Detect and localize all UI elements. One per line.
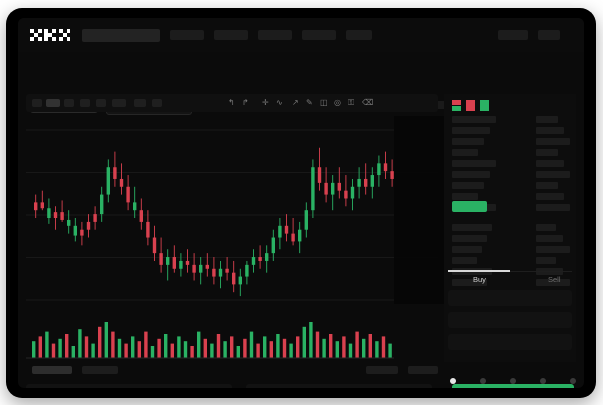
order-book-bid-row[interactable]: [452, 246, 482, 253]
timeframe-5[interactable]: [96, 99, 106, 107]
buy-tab-underline: [448, 270, 510, 272]
order-book-mid-price: [452, 201, 487, 212]
order-book-ask-amount: [536, 127, 564, 134]
lock-icon[interactable]: ⚿: [348, 98, 355, 107]
bottom-tab-3[interactable]: [366, 366, 398, 374]
pagination-dots: [450, 378, 576, 388]
order-book-bid-amount: [536, 246, 570, 253]
order-book-ask-row[interactable]: [452, 149, 478, 156]
price-field[interactable]: [448, 312, 572, 328]
crosshair-icon[interactable]: ✛: [262, 98, 269, 107]
magnet-icon[interactable]: ◎: [334, 98, 341, 107]
ruler-icon[interactable]: ↗: [292, 98, 299, 107]
device-frame: Spot Trading ▾ ↰ ↱: [6, 8, 596, 398]
pagination-dot-5[interactable]: [570, 378, 576, 384]
timeframe-7[interactable]: [134, 99, 146, 107]
assets-button[interactable]: [538, 30, 560, 40]
order-book-ask-amount: [536, 149, 558, 156]
order-book-bid-row[interactable]: [452, 224, 492, 231]
book-asks-icon[interactable]: [466, 98, 475, 111]
timeframe-1[interactable]: [32, 99, 42, 107]
order-book-ask-row[interactable]: [452, 171, 490, 178]
order-book-ask-amount: [536, 116, 558, 123]
timeframe-3[interactable]: [64, 99, 74, 107]
order-book-bid-row[interactable]: [452, 235, 487, 242]
pagination-dot-3[interactable]: [510, 378, 516, 384]
tab-buy[interactable]: Buy: [473, 275, 486, 284]
order-book-bid-row[interactable]: [452, 279, 487, 286]
open-orders-panel[interactable]: [26, 384, 232, 388]
buy-button[interactable]: [452, 384, 574, 388]
timeframe-4[interactable]: [80, 99, 90, 107]
volume-chart: [26, 318, 394, 362]
bottom-tab-2[interactable]: [82, 366, 118, 374]
book-both-icon[interactable]: [452, 98, 461, 111]
order-book-ask-row[interactable]: [452, 182, 484, 189]
order-book-bid-row[interactable]: [452, 257, 477, 264]
order-book-bid-amount: [536, 224, 556, 231]
order-book-ask-amount: [536, 138, 570, 145]
nav-item-3[interactable]: [258, 30, 292, 40]
order-book-ask-amount: [536, 171, 570, 178]
order-book-bid-amount: [536, 279, 570, 286]
chart-overlay-shadow: [394, 116, 444, 304]
shapes-icon[interactable]: ◫: [320, 98, 328, 107]
redo-icon[interactable]: ↱: [242, 98, 249, 107]
indicator-button[interactable]: [152, 99, 162, 107]
chart-toolbar: [26, 94, 438, 112]
nav-item-2[interactable]: [214, 30, 248, 40]
bottom-tab-1[interactable]: [32, 366, 72, 374]
trash-icon[interactable]: ⌫: [362, 98, 374, 107]
order-book-ask-amount: [536, 160, 564, 167]
bottom-tab-4[interactable]: [408, 366, 438, 374]
nav-item-4[interactable]: [302, 30, 336, 40]
account-button[interactable]: [498, 30, 528, 40]
order-book-bid-amount: [536, 257, 556, 264]
nav-item-1[interactable]: [170, 30, 204, 40]
nav-item-5[interactable]: [346, 30, 372, 40]
tab-sell[interactable]: Sell: [548, 275, 561, 284]
order-book-bid-amount: [536, 235, 563, 242]
order-book-ask-row[interactable]: [452, 160, 496, 167]
top-navigation-bar: [18, 18, 584, 52]
order-book-ask-amount: [536, 204, 570, 211]
pencil-icon[interactable]: ✎: [306, 98, 313, 107]
order-book-ask-row[interactable]: [452, 138, 484, 145]
pagination-dot-4[interactable]: [540, 378, 546, 384]
order-book-ask-row[interactable]: [452, 116, 496, 123]
amount-field[interactable]: [448, 334, 572, 350]
undo-icon[interactable]: ↰: [228, 98, 235, 107]
timeframe-2-active[interactable]: [46, 99, 60, 107]
order-book-ask-row[interactable]: [452, 127, 490, 134]
okx-logo-icon[interactable]: [30, 29, 70, 42]
order-type-field[interactable]: [448, 290, 572, 306]
app-screen: Spot Trading ▾ ↰ ↱: [18, 18, 584, 388]
pagination-dot-1[interactable]: [450, 378, 456, 384]
order-book-ask-row[interactable]: [452, 193, 478, 200]
pagination-dot-2[interactable]: [480, 378, 486, 384]
positions-panel[interactable]: [246, 384, 432, 388]
price-chart[interactable]: [26, 116, 438, 314]
search-input[interactable]: [82, 29, 160, 42]
book-bids-icon[interactable]: [480, 98, 489, 111]
trendline-icon[interactable]: ∿: [276, 98, 283, 107]
trade-tabs-divider: [448, 271, 572, 272]
timeframe-6[interactable]: [112, 99, 126, 107]
order-book-ask-amount: [536, 193, 564, 200]
order-book-ask-amount: [536, 182, 558, 189]
market-sub-bar: Spot Trading ▾: [18, 52, 584, 115]
